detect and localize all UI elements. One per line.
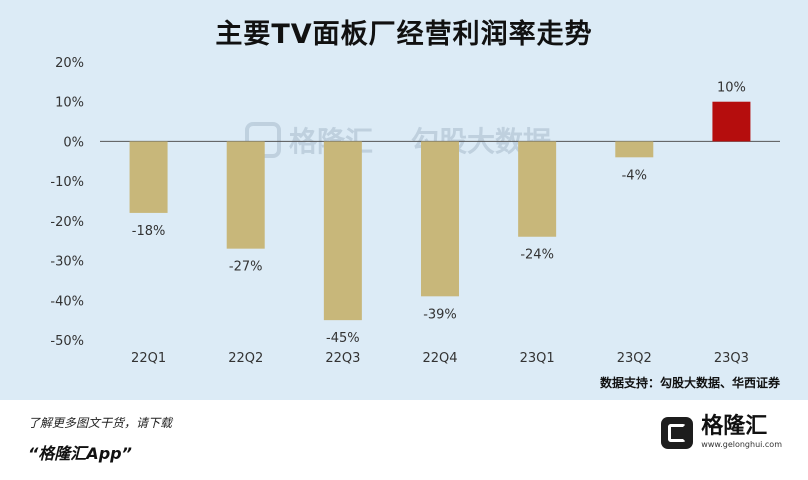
data-label: -27% bbox=[229, 260, 263, 275]
brand-url: www.gelonghui.com bbox=[701, 440, 782, 449]
footer-download-text: 了解更多图文干货，请下载 bbox=[28, 416, 173, 430]
y-tick-label: 20% bbox=[55, 56, 84, 71]
bar bbox=[323, 141, 362, 321]
y-tick-label: 0% bbox=[63, 135, 84, 150]
data-label: -24% bbox=[520, 248, 554, 263]
bar bbox=[226, 141, 265, 249]
bar bbox=[615, 141, 654, 158]
data-label: -45% bbox=[326, 331, 360, 346]
bar bbox=[421, 141, 459, 297]
y-tick-label: -50% bbox=[50, 334, 84, 349]
bar bbox=[129, 141, 168, 213]
x-tick-label: 22Q3 bbox=[325, 351, 360, 366]
x-tick-label: 23Q1 bbox=[520, 351, 555, 366]
y-tick-label: -40% bbox=[50, 294, 84, 309]
chart-title: 主要TV面板厂经营利润率走势 bbox=[215, 19, 593, 50]
footer-app-name: “格隆汇App” bbox=[28, 444, 132, 463]
y-tick-label: 10% bbox=[55, 96, 84, 111]
bar bbox=[712, 101, 751, 142]
brand-name: 格隆汇 bbox=[701, 414, 768, 439]
bar-chart: 20% 10% 0% -10% -20% -30% -40% -50% -18% 22Q1 -27%… bbox=[50, 56, 780, 366]
data-label: 10% bbox=[717, 81, 746, 96]
brand-logo-block: 格隆汇 www.gelonghui.com bbox=[661, 416, 782, 449]
data-label: -18% bbox=[132, 224, 166, 239]
y-tick-label: -30% bbox=[50, 255, 84, 270]
x-tick-label: 22Q1 bbox=[131, 351, 166, 366]
x-tick-label: 22Q4 bbox=[422, 351, 457, 366]
x-tick-label: 22Q2 bbox=[228, 351, 263, 366]
x-tick-label: 23Q2 bbox=[617, 351, 652, 366]
data-label: -39% bbox=[423, 307, 457, 322]
x-tick-label: 23Q3 bbox=[714, 351, 749, 366]
brand-logo-icon bbox=[661, 416, 694, 449]
source-note: 数据支持：勾股大数据、华西证券 bbox=[599, 376, 780, 390]
data-label: -4% bbox=[622, 168, 647, 183]
y-tick-label: -10% bbox=[50, 175, 84, 190]
y-tick-label: -20% bbox=[50, 215, 84, 230]
bar bbox=[518, 141, 557, 237]
